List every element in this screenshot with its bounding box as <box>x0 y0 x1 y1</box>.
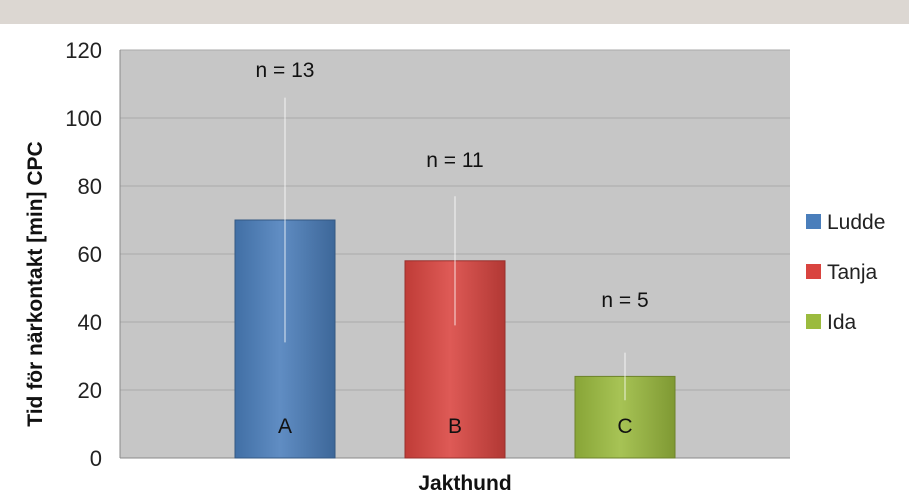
legend-swatch-tanja <box>806 264 821 279</box>
top-band <box>0 0 909 24</box>
legend-label-ludde: Ludde <box>827 211 885 234</box>
bar-group-letter: B <box>448 415 462 438</box>
x-axis-label: Jakthund <box>418 472 511 495</box>
legend-swatch-ludde <box>806 214 821 229</box>
y-tick-label: 40 <box>78 310 102 335</box>
legend-label-tanja: Tanja <box>827 261 878 284</box>
bar-annotations: An = 13 Bn = 11 Cn = 5 <box>256 59 649 438</box>
sample-size-label: n = 13 <box>256 59 315 82</box>
y-axis-label: Tid för närkontakt [min] CPC <box>24 141 47 426</box>
bar-group-letter: A <box>278 415 292 438</box>
sample-size-label: n = 5 <box>601 289 648 312</box>
legend: Ludde Tanja Ida <box>806 211 885 334</box>
y-tick-label: 80 <box>78 174 102 199</box>
bar-group-letter: C <box>617 415 632 438</box>
y-axis-ticks: 0 20 40 60 80 100 120 <box>65 38 102 471</box>
y-tick-label: 60 <box>78 242 102 267</box>
error-bars <box>284 97 626 401</box>
sample-size-label: n = 11 <box>426 149 483 172</box>
legend-swatch-ida <box>806 314 821 329</box>
y-tick-label: 0 <box>90 446 102 471</box>
legend-label-ida: Ida <box>827 311 857 334</box>
y-tick-label: 20 <box>78 378 102 403</box>
y-tick-label: 120 <box>65 38 102 63</box>
y-tick-label: 100 <box>65 106 102 131</box>
